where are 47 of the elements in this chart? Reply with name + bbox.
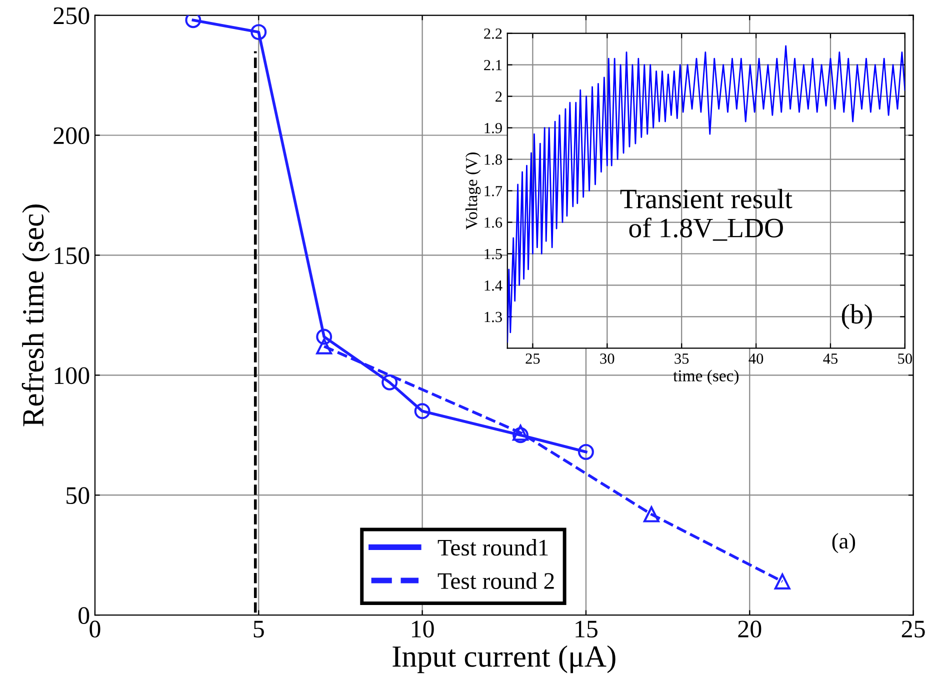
point	[250, 24, 267, 40]
y-tick-label: 50	[66, 487, 90, 504]
x-axis-title: time (sec)	[673, 370, 739, 385]
point	[316, 338, 332, 354]
y-tick-label: 1.6	[484, 217, 502, 228]
x-tick-label: 40	[748, 354, 764, 364]
point	[316, 328, 332, 345]
y-tick-label: 2.2	[484, 28, 502, 39]
point	[578, 444, 594, 460]
legend-label: Test round 2	[438, 572, 554, 590]
x-tick-label: 45	[823, 354, 838, 364]
x-tick-label: 20	[738, 620, 762, 638]
y-tick-label: 2.1	[484, 60, 502, 70]
x-tick-label: 25	[526, 354, 540, 364]
y-tick-label: 2	[496, 92, 502, 102]
y-tick-label: 0	[78, 607, 90, 624]
annotation: (a)	[832, 533, 856, 554]
point	[774, 574, 790, 590]
y-tick-label: 100	[54, 367, 90, 384]
x-tick-label: 15	[576, 620, 598, 638]
y-tick-label: 1.4	[484, 280, 502, 291]
x-tick-label: 25	[902, 620, 925, 638]
y-axis-title: Voltage (V)	[465, 152, 481, 230]
point	[643, 506, 660, 522]
y-tick-label: 1.9	[484, 122, 502, 134]
y-tick-label: 1.5	[484, 248, 502, 260]
point	[382, 374, 398, 390]
point	[185, 15, 202, 28]
x-tick-label: 50	[898, 354, 912, 364]
x-axis-title: Input current (μA)	[392, 645, 616, 674]
x-tick-label: 0	[90, 620, 100, 638]
line-series	[507, 45, 905, 343]
point	[414, 403, 430, 420]
y-tick-label: 1.7	[484, 186, 502, 196]
y-tick-label: 150	[54, 247, 90, 264]
y-axis-title: Refresh time (sec)	[22, 204, 50, 426]
x-tick-label: 35	[674, 354, 689, 364]
x-tick-label: 5	[254, 620, 264, 638]
legend-label: Test round1	[438, 539, 548, 556]
annotation: Transient result of 1.8V_LDO	[620, 188, 792, 241]
y-tick-label: 1.8	[484, 154, 502, 165]
annotation: (b)	[842, 304, 872, 330]
y-tick-label: 200	[54, 127, 90, 144]
y-tick-label: 250	[54, 7, 90, 24]
x-tick-label: 10	[412, 620, 434, 638]
x-tick-label: 30	[600, 354, 614, 364]
y-tick-label: 1.3	[484, 312, 502, 322]
